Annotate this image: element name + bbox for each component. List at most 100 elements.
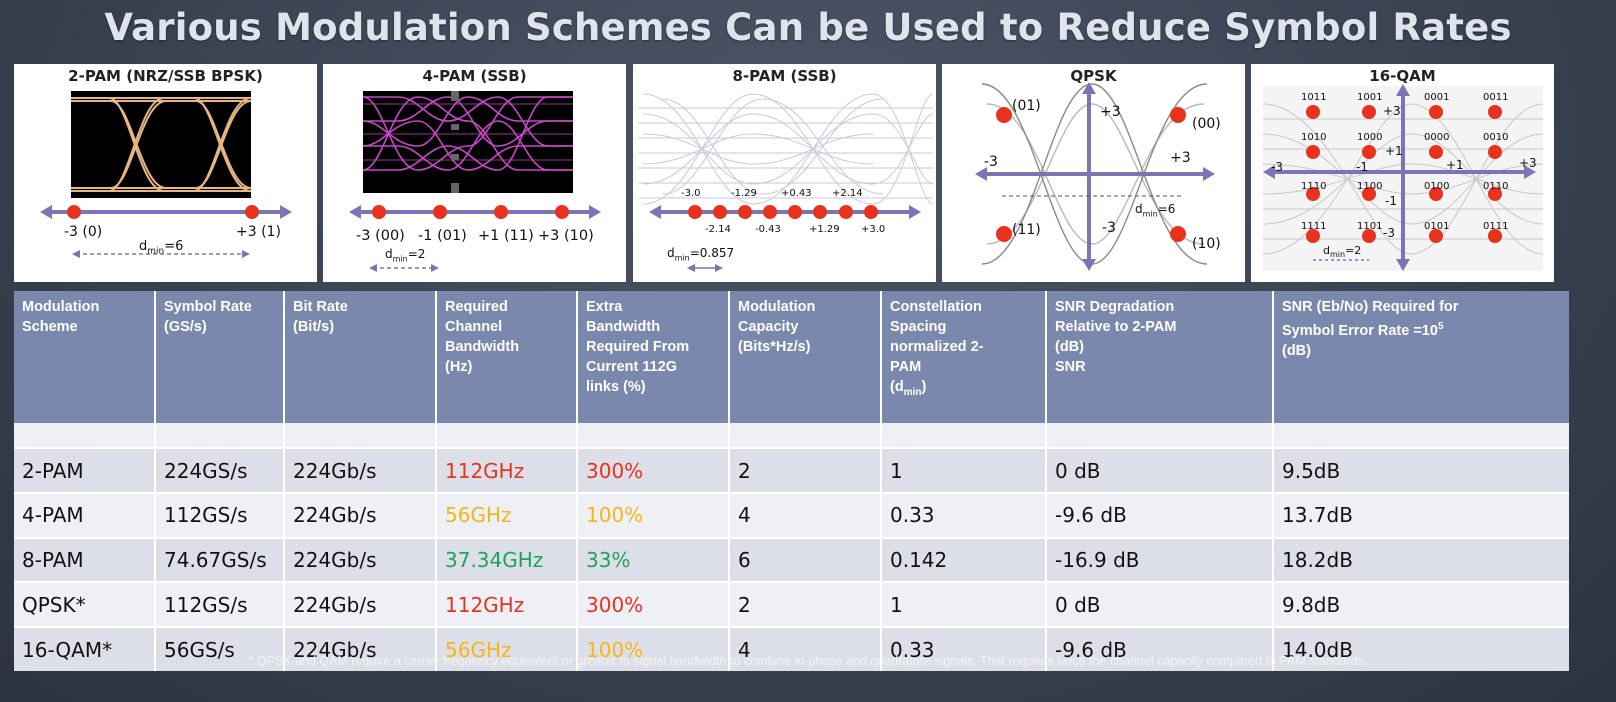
header-snr-required: SNR (Eb/No) Required for Symbol Error Rat… — [1273, 291, 1569, 423]
cell-symbol: 74.67GS/s — [155, 536, 285, 583]
qam-label-0011: 0011 — [1483, 92, 1509, 103]
cell-cap: 2 — [729, 447, 882, 493]
cell-symbol: 112GS/s — [155, 581, 285, 628]
axis-q-minus1: -1 — [1385, 194, 1397, 208]
cell-bit: 224Gb/s — [284, 491, 437, 538]
cell-snr-deg: 0 dB — [1046, 581, 1274, 628]
cell-symbol: 112GS/s — [155, 491, 285, 538]
cell-symbol: 224GS/s — [155, 447, 285, 493]
label-plus3: +3 (1) — [236, 224, 281, 240]
cell-scheme: 8-PAM — [14, 536, 156, 583]
cell-spacing: 1 — [881, 447, 1047, 493]
axis-i-plus1: +1 — [1446, 158, 1464, 172]
qam-label-0111: 0111 — [1483, 221, 1509, 232]
panel-title: QPSK — [1070, 67, 1117, 85]
qam-label-1101: 1101 — [1357, 221, 1383, 232]
cell-scheme: 2-PAM — [14, 447, 156, 493]
point-00: (00) — [1192, 116, 1221, 132]
dmin-label: dmin=6 — [139, 239, 184, 257]
footnote: * QPSK and QAM require a carrier frequen… — [248, 654, 1368, 668]
axis-i-minus3: -3 — [1271, 160, 1283, 174]
cell-spacing: 0.33 — [881, 491, 1047, 538]
cell-extra: 300% — [577, 447, 730, 493]
cell-scheme: QPSK* — [14, 581, 156, 628]
qam-label-1000: 1000 — [1357, 132, 1383, 143]
cell-extra: 33% — [577, 536, 730, 583]
table-row: 8-PAM 74.67GS/s 224Gb/s 37.34GHz 33% 6 0.142 -1… — [14, 536, 1569, 583]
cell-snr-req: 18.2dB — [1273, 536, 1569, 583]
eye-diagram-2pam — [40, 91, 292, 258]
cell-snr-deg: 0 dB — [1046, 447, 1274, 493]
slide-title: Various Modulation Schemes Can be Used t… — [104, 6, 1512, 49]
cell-snr-deg: -9.6 dB — [1046, 491, 1274, 538]
eye-diagram-8pam — [638, 93, 934, 272]
header-spacing: Constellation Spacing normalized 2- PAM (dmi… — [881, 291, 1047, 423]
cell-snr-deg: -9.6 dB — [1046, 626, 1274, 671]
cell-extra: 100% — [577, 626, 730, 671]
panel-8pam: 8-PAM (SSB) -3.0 -1.29 +0.43 +2.14 — [633, 64, 936, 282]
cell-scheme: 4-PAM — [14, 491, 156, 538]
header-capacity: Modulation Capacity (Bits*Hz/s) — [729, 291, 882, 423]
cell-spacing: 0.142 — [881, 536, 1047, 583]
qam-label-1011: 1011 — [1301, 92, 1327, 103]
cell-bit: 224Gb/s — [284, 447, 437, 493]
header-extra-bandwidth: Extra Bandwidth Required From Current 112G l… — [577, 291, 730, 423]
panel-qpsk: QPSK (01) (00) (11) (10) -3 +3 +3 -3 dmi… — [942, 64, 1245, 282]
qam-label-0100: 0100 — [1424, 181, 1450, 192]
label-plus3: +3 (10) — [538, 228, 594, 244]
header-bandwidth: Required Channel Bandwidth (Hz) — [436, 291, 578, 423]
cell-symbol: 56GS/s — [155, 626, 285, 671]
label-bottom-2: -0.43 — [755, 224, 781, 235]
panel-title: 4-PAM (SSB) — [422, 67, 527, 85]
cell-bit: 224Gb/s — [284, 626, 437, 671]
qam-label-1100: 1100 — [1357, 181, 1383, 192]
axis-i-minus1: -1 — [1356, 160, 1368, 174]
qam-label-1110: 1110 — [1301, 181, 1327, 192]
cell-cap: 4 — [729, 491, 882, 538]
axis-plus3-q: +3 — [1100, 104, 1121, 120]
cell-extra: 100% — [577, 491, 730, 538]
cell-cap: 2 — [729, 581, 882, 628]
label-bottom-1: -2.14 — [705, 224, 731, 235]
table-header-row: Modulation Scheme Symbol Rate (GS/s) Bit R… — [14, 291, 1569, 423]
table-spacer-row — [14, 423, 1569, 449]
panel-title: 2-PAM (NRZ/SSB BPSK) — [68, 67, 263, 85]
cell-snr-req: 14.0dB — [1273, 626, 1569, 671]
cell-bw: 112GHz — [436, 447, 578, 493]
qam-label-0010: 0010 — [1483, 132, 1509, 143]
cell-bit: 224Gb/s — [284, 581, 437, 628]
point-10: (10) — [1192, 236, 1221, 252]
header-bit-rate: Bit Rate (Bit/s) — [284, 291, 437, 423]
label-top-4: +2.14 — [832, 188, 863, 199]
cell-bit: 224Gb/s — [284, 536, 437, 583]
label-top-3: +0.43 — [781, 188, 812, 199]
qam-label-0101: 0101 — [1424, 221, 1450, 232]
dmin-label: dmin=0.857 — [667, 246, 735, 263]
cell-cap: 4 — [729, 626, 882, 671]
qam-label-0110: 0110 — [1483, 181, 1509, 192]
cell-extra: 300% — [577, 581, 730, 628]
axis-plus3-i: +3 — [1170, 150, 1191, 166]
header-symbol-rate: Symbol Rate (GS/s) — [155, 291, 285, 423]
eye-diagram-4pam — [349, 91, 601, 272]
table-row: 4-PAM 112GS/s 224Gb/s 56GHz 100% 4 0.33 -9.6 dB… — [14, 491, 1569, 538]
label-bottom-3: +1.29 — [809, 224, 840, 235]
label-minus3: -3 (0) — [64, 224, 103, 240]
cell-spacing: 1 — [881, 581, 1047, 628]
qam-label-0000: 0000 — [1424, 132, 1450, 143]
qam-label-1010: 1010 — [1301, 132, 1327, 143]
qam-label-1111: 1111 — [1301, 221, 1327, 232]
header-snr-degradation: SNR Degradation Relative to 2-PAM (dB) SNR — [1046, 291, 1274, 423]
panel-2pam: 2-PAM (NRZ/SSB BPSK) -3 (0) +3 (1) dmin=… — [14, 64, 317, 282]
dmin-label: dmin=2 — [1323, 244, 1362, 260]
table-row: 2-PAM 224GS/s 224Gb/s 112GHz 300% 2 1 0 dB 9.5dB — [14, 447, 1569, 493]
cell-bw: 56GHz — [436, 491, 578, 538]
comparison-table: Modulation Scheme Symbol Rate (GS/s) Bit R… — [14, 291, 1569, 671]
label-top-1: -3.0 — [681, 188, 701, 199]
panel-4pam: 4-PAM (SSB) -3 (00) -1 (01) — [323, 64, 626, 282]
cell-bw: 37.34GHz — [436, 536, 578, 583]
label-minus1: -1 (01) — [418, 228, 467, 244]
constellation-16qam — [1262, 84, 1544, 271]
label-minus3: -3 (00) — [356, 228, 405, 244]
panel-title: 16-QAM — [1369, 67, 1436, 85]
